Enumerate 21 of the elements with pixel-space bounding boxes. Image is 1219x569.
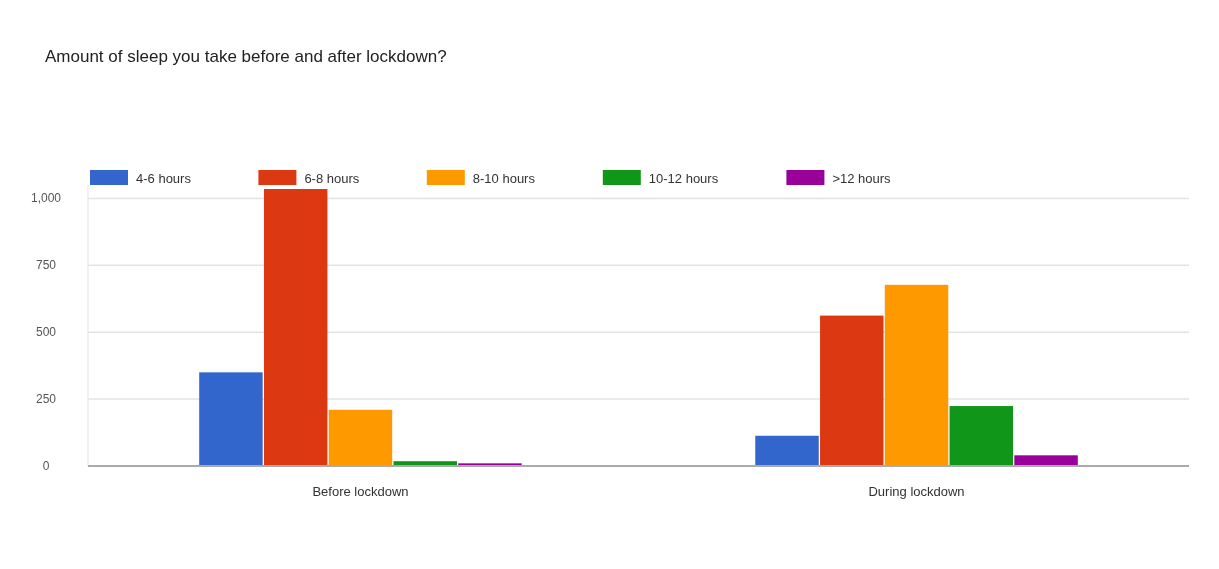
chart-title: Amount of sleep you take before and after lockdown? [45, 47, 447, 66]
x-tick-label: During lockdown [868, 484, 965, 499]
bar [1014, 455, 1078, 466]
bar [755, 435, 819, 466]
legend-label: 4-6 hours [136, 171, 192, 186]
y-tick-label: 0 [42, 459, 50, 473]
x-tick-label: Before lockdown [312, 484, 409, 499]
bar [884, 284, 949, 466]
y-tick-label: 250 [35, 392, 57, 407]
y-tick-label: 1,000 [30, 191, 62, 206]
legend-label: 8-10 hours [472, 171, 536, 186]
legend-label: >12 hours [832, 171, 892, 186]
y-tick-label: 750 [35, 258, 57, 273]
bar [199, 372, 263, 466]
legend-label: 10-12 hours [648, 171, 719, 186]
bar [328, 409, 393, 466]
y-tick-label: 500 [35, 325, 57, 340]
bar [949, 406, 1014, 466]
bar [820, 315, 884, 466]
legend-label: 6-8 hours [304, 171, 360, 186]
bar [263, 189, 328, 466]
